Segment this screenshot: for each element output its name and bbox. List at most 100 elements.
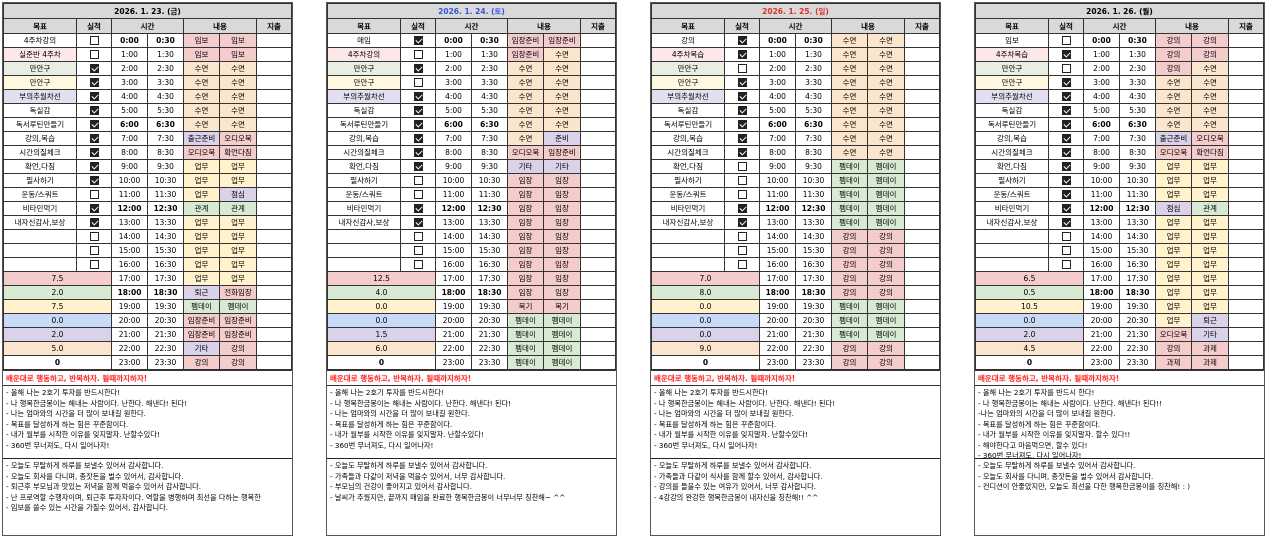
expense-cell[interactable] (580, 299, 616, 314)
expense-cell[interactable] (1228, 271, 1264, 286)
checked-checkbox-icon[interactable] (737, 218, 747, 228)
unchecked-checkbox-icon[interactable] (413, 246, 423, 256)
goal-cell[interactable] (975, 229, 1049, 244)
activity-cell[interactable]: 강의 (831, 229, 868, 244)
activity-cell[interactable]: 수면 (831, 117, 868, 132)
goal-cell[interactable]: 운동/스쿼트 (327, 187, 401, 202)
activity-cell[interactable]: 펨데이 (507, 341, 544, 356)
activity-cell[interactable]: 수면 (1191, 103, 1229, 118)
activity-cell[interactable]: 오디오북 (1155, 327, 1192, 342)
expense-cell[interactable] (1228, 201, 1264, 216)
activity-cell[interactable]: 강의 (1191, 33, 1229, 48)
goal-cell[interactable]: 내자신감사,보상 (975, 215, 1049, 230)
goal-cell[interactable]: 필사하기 (975, 173, 1049, 188)
unchecked-checkbox-icon[interactable] (89, 50, 99, 60)
goal-cell[interactable]: 독실감 (651, 103, 725, 118)
checked-checkbox-icon[interactable] (89, 64, 99, 74)
done-checkbox-cell[interactable] (724, 201, 760, 216)
done-checkbox-cell[interactable] (76, 201, 112, 216)
expense-cell[interactable] (904, 341, 940, 356)
activity-cell[interactable]: 임장준비 (543, 33, 581, 48)
activity-cell[interactable]: 수면 (831, 89, 868, 104)
activity-cell[interactable]: 퇴근 (183, 285, 220, 300)
activity-cell[interactable]: 관계 (219, 201, 257, 216)
expense-cell[interactable] (1228, 103, 1264, 118)
expense-cell[interactable] (256, 299, 292, 314)
expense-cell[interactable] (1228, 355, 1264, 370)
activity-cell[interactable]: 강의 (1155, 33, 1192, 48)
checked-checkbox-icon[interactable] (737, 92, 747, 102)
done-checkbox-cell[interactable] (76, 243, 112, 258)
activity-cell[interactable]: 수면 (1155, 89, 1192, 104)
done-checkbox-cell[interactable] (76, 173, 112, 188)
goal-cell[interactable]: 강의,복습 (327, 131, 401, 146)
expense-cell[interactable] (580, 145, 616, 160)
done-checkbox-cell[interactable] (1048, 145, 1084, 160)
goal-cell[interactable]: 시간의질체크 (327, 145, 401, 160)
activity-cell[interactable]: 임장준비 (507, 47, 544, 62)
expense-cell[interactable] (904, 145, 940, 160)
done-checkbox-cell[interactable] (400, 187, 436, 202)
goal-cell[interactable]: 강의,복습 (975, 131, 1049, 146)
activity-cell[interactable]: 강의 (1155, 341, 1192, 356)
activity-cell[interactable]: 업무 (219, 257, 257, 272)
done-checkbox-cell[interactable] (400, 103, 436, 118)
expense-cell[interactable] (580, 33, 616, 48)
activity-cell[interactable]: 펨데이 (543, 313, 581, 328)
unchecked-checkbox-icon[interactable] (1061, 64, 1071, 74)
gratitude-journal[interactable]: - 오늘도 무탈하게 하루를 보낼수 있어서 감사합니다. - 오늘도 회사를 다… (975, 459, 1264, 495)
goal-cell[interactable]: 독서루틴만들기 (651, 117, 725, 132)
checked-checkbox-icon[interactable] (1061, 120, 1071, 130)
activity-cell[interactable]: 펨데이 (867, 313, 905, 328)
checked-checkbox-icon[interactable] (89, 204, 99, 214)
checked-checkbox-icon[interactable] (413, 148, 423, 158)
goal-cell[interactable]: 만안구 (3, 75, 77, 90)
activity-cell[interactable]: 펨데이 (219, 299, 257, 314)
done-checkbox-cell[interactable] (724, 229, 760, 244)
activity-cell[interactable]: 펨데이 (183, 299, 220, 314)
activity-cell[interactable]: 오디오북 (1191, 131, 1229, 146)
expense-cell[interactable] (580, 117, 616, 132)
activity-cell[interactable]: 임장준비 (219, 327, 257, 342)
done-checkbox-cell[interactable] (1048, 159, 1084, 174)
unchecked-checkbox-icon[interactable] (413, 260, 423, 270)
activity-cell[interactable]: 수면 (543, 103, 581, 118)
activity-cell[interactable]: 강의 (831, 285, 868, 300)
expense-cell[interactable] (904, 187, 940, 202)
activity-cell[interactable]: 수면 (867, 117, 905, 132)
done-checkbox-cell[interactable] (1048, 89, 1084, 104)
checked-checkbox-icon[interactable] (1061, 78, 1071, 88)
activity-cell[interactable]: 강의 (867, 355, 905, 370)
unchecked-checkbox-icon[interactable] (89, 190, 99, 200)
goal-cell[interactable]: 부의추월차선 (3, 89, 77, 104)
expense-cell[interactable] (580, 243, 616, 258)
goal-cell[interactable]: 비타민먹기 (975, 201, 1049, 216)
activity-cell[interactable]: 펨데이 (831, 327, 868, 342)
activity-cell[interactable]: 오디오북 (183, 145, 220, 160)
activity-cell[interactable]: 임장준비 (543, 145, 581, 160)
gratitude-journal[interactable]: - 오늘도 무탈하게 하루를 보낼수 있어서 감사합니다. - 가족들과 다같이 … (327, 459, 616, 505)
activity-cell[interactable]: 펨데이 (831, 173, 868, 188)
expense-cell[interactable] (904, 103, 940, 118)
done-checkbox-cell[interactable] (76, 103, 112, 118)
activity-cell[interactable]: 수면 (543, 89, 581, 104)
activity-cell[interactable]: 수면 (183, 103, 220, 118)
checked-checkbox-icon[interactable] (89, 106, 99, 116)
activity-cell[interactable]: 수면 (543, 61, 581, 76)
activity-cell[interactable]: 업무 (1191, 187, 1229, 202)
activity-cell[interactable]: 수면 (831, 145, 868, 160)
activity-cell[interactable]: 수면 (183, 75, 220, 90)
activity-cell[interactable]: 업무 (1155, 215, 1192, 230)
checked-checkbox-icon[interactable] (413, 204, 423, 214)
goal-cell[interactable] (3, 243, 77, 258)
activity-cell[interactable]: 펨데이 (831, 313, 868, 328)
expense-cell[interactable] (580, 61, 616, 76)
expense-cell[interactable] (256, 187, 292, 202)
expense-cell[interactable] (1228, 33, 1264, 48)
expense-cell[interactable] (256, 201, 292, 216)
activity-cell[interactable]: 업무 (219, 159, 257, 174)
activity-cell[interactable]: 관계 (183, 201, 220, 216)
activity-cell[interactable]: 출근준비 (1155, 131, 1192, 146)
unchecked-checkbox-icon[interactable] (413, 50, 423, 60)
activity-cell[interactable]: 펨데이 (867, 215, 905, 230)
